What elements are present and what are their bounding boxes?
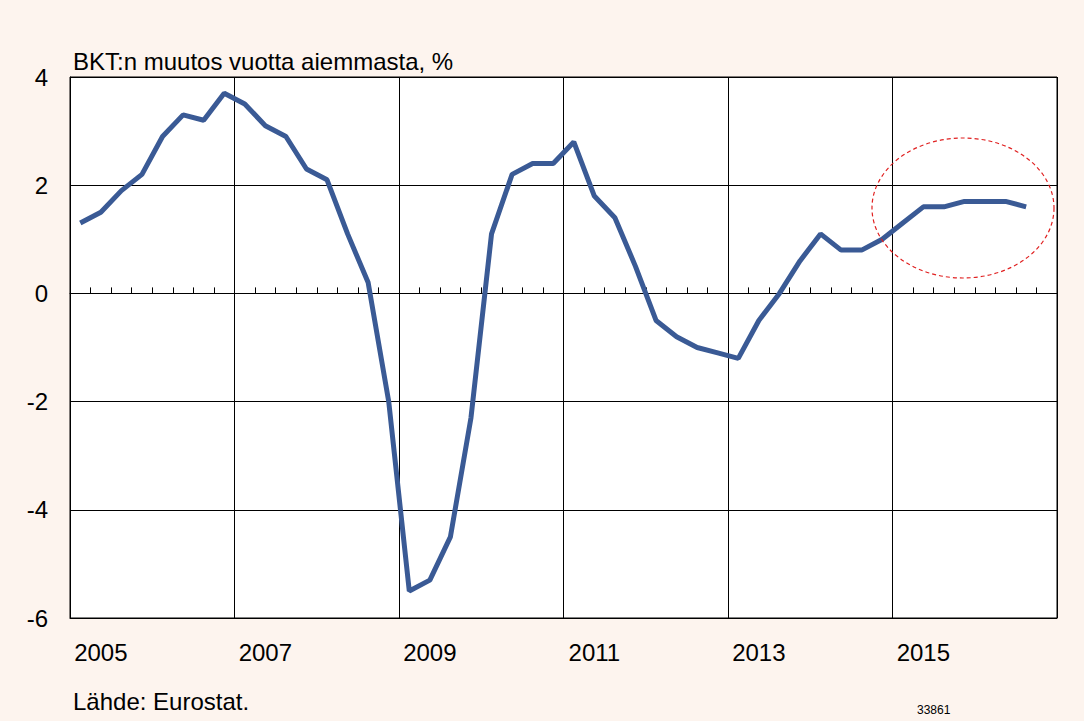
svg-text:0: 0	[35, 280, 48, 307]
svg-text:2009: 2009	[403, 639, 456, 666]
svg-text:2013: 2013	[732, 639, 785, 666]
svg-text:2: 2	[35, 172, 48, 199]
svg-text:-2: -2	[27, 388, 48, 415]
svg-text:-4: -4	[27, 496, 48, 523]
svg-text:Lähde: Eurostat.: Lähde: Eurostat.	[73, 688, 249, 715]
svg-text:BKT:n muutos vuotta aiemmasta,: BKT:n muutos vuotta aiemmasta, %	[73, 48, 453, 75]
svg-text:-6: -6	[27, 605, 48, 632]
svg-text:33861: 33861	[917, 703, 951, 717]
svg-text:4: 4	[35, 64, 48, 91]
svg-text:2007: 2007	[239, 639, 292, 666]
svg-text:2015: 2015	[897, 639, 950, 666]
svg-text:2005: 2005	[74, 639, 127, 666]
svg-text:2011: 2011	[569, 639, 621, 666]
